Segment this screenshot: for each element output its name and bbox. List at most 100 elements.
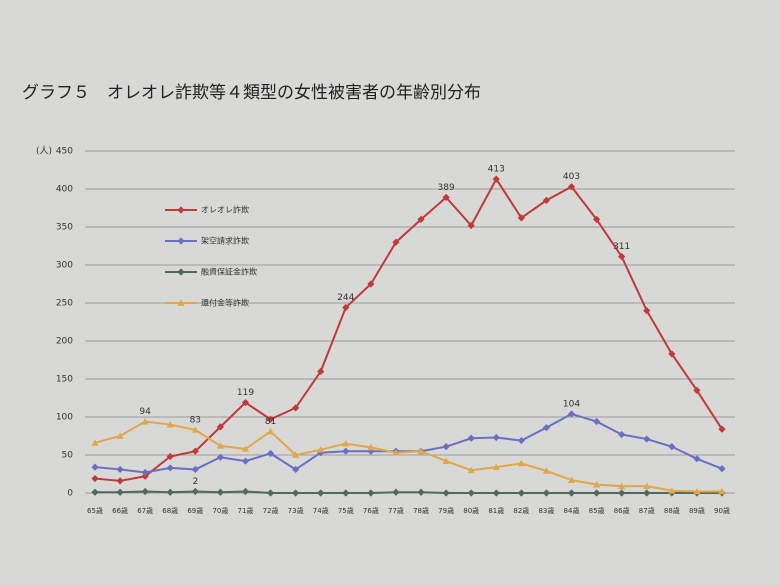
y-tick-label: 250 [56, 299, 73, 309]
data-point [317, 446, 325, 453]
x-tick-label: 76歳 [363, 506, 379, 515]
data-point [442, 489, 450, 497]
data-point [567, 410, 576, 418]
x-tick-label: 66歳 [112, 506, 128, 515]
x-tick-label: 65歳 [87, 506, 103, 515]
data-point [618, 489, 626, 497]
data-point [266, 489, 275, 497]
data-point [618, 482, 626, 490]
data-label: 81 [265, 417, 276, 427]
data-point [492, 489, 500, 497]
data-point [266, 427, 275, 435]
y-axis-label: (人) [36, 146, 52, 157]
x-tick-label: 90歳 [714, 506, 730, 515]
data-point [492, 175, 500, 183]
legend-label: 架空請求詐欺 [201, 236, 249, 246]
y-tick-label: 350 [56, 223, 73, 233]
data-point [191, 426, 199, 433]
x-tick-label: 67歳 [137, 506, 153, 515]
data-point [216, 442, 224, 449]
data-point [292, 465, 300, 474]
data-point [191, 447, 199, 455]
data-point [442, 193, 450, 201]
data-point [467, 434, 475, 442]
x-tick-label: 68歳 [162, 506, 178, 515]
data-point [266, 415, 275, 423]
x-tick-label: 79歳 [438, 506, 454, 515]
data-point [392, 238, 400, 246]
data-point [417, 447, 425, 455]
data-label: 403 [563, 172, 580, 182]
data-point [618, 430, 626, 439]
data-point [567, 476, 576, 483]
data-label: 311 [613, 242, 630, 252]
legend-marker [177, 206, 185, 214]
data-point [91, 488, 99, 496]
data-point [216, 453, 224, 461]
data-point [342, 447, 350, 455]
data-point [492, 463, 500, 471]
data-point [467, 489, 475, 497]
y-tick-label: 400 [56, 185, 73, 195]
data-point [517, 436, 525, 445]
data-point [542, 196, 551, 204]
data-point [367, 443, 375, 451]
x-tick-label: 81歳 [488, 506, 504, 515]
data-point [91, 439, 99, 446]
chart-title: グラフ５ オレオレ詐欺等４類型の女性被害者の年齢別分布 [22, 83, 481, 103]
data-point [241, 487, 250, 496]
x-tick-label: 71歳 [238, 506, 254, 515]
x-tick-label: 82歳 [513, 506, 529, 515]
y-tick-label: 450 [56, 147, 73, 157]
data-point [166, 421, 174, 428]
y-tick-label: 50 [62, 451, 74, 461]
data-point [693, 487, 701, 495]
data-point [141, 472, 149, 480]
data-point [643, 307, 651, 315]
data-point [91, 474, 99, 483]
data-point [668, 487, 676, 494]
data-point [116, 432, 124, 439]
data-label: 413 [488, 165, 505, 175]
data-label: 94 [139, 407, 151, 417]
data-point [116, 465, 124, 474]
data-label: 119 [237, 388, 254, 398]
data-point [718, 425, 726, 433]
data-point [292, 404, 300, 412]
data-point [317, 449, 325, 457]
data-point [567, 183, 576, 191]
data-point [141, 468, 149, 477]
x-tick-label: 78歳 [413, 506, 429, 515]
y-tick-label: 0 [67, 489, 73, 499]
data-point [417, 215, 425, 223]
data-point [542, 467, 551, 474]
data-point [643, 489, 651, 497]
data-point [342, 489, 350, 497]
data-point [593, 215, 601, 223]
data-point [266, 449, 275, 458]
data-label: 244 [337, 293, 354, 303]
series-line [94, 177, 723, 482]
legend-marker [177, 268, 185, 276]
data-point [292, 451, 300, 458]
data-point [367, 280, 375, 288]
x-tick-label: 75歳 [338, 506, 354, 515]
data-point [292, 489, 300, 497]
data-point [517, 214, 525, 222]
data-point [116, 488, 124, 496]
data-point [693, 386, 701, 394]
data-point [542, 489, 551, 497]
data-point [593, 481, 601, 488]
data-point [517, 459, 525, 467]
data-label: 83 [190, 415, 201, 425]
data-point [718, 487, 726, 495]
data-point [693, 455, 701, 463]
data-point [442, 457, 450, 464]
legend-label: 還付金等詐欺 [201, 298, 249, 308]
x-tick-label: 88歳 [664, 506, 680, 515]
legend-label: 融資保証金詐欺 [201, 267, 257, 277]
x-tick-label: 84歳 [564, 506, 580, 515]
data-point [191, 465, 199, 474]
